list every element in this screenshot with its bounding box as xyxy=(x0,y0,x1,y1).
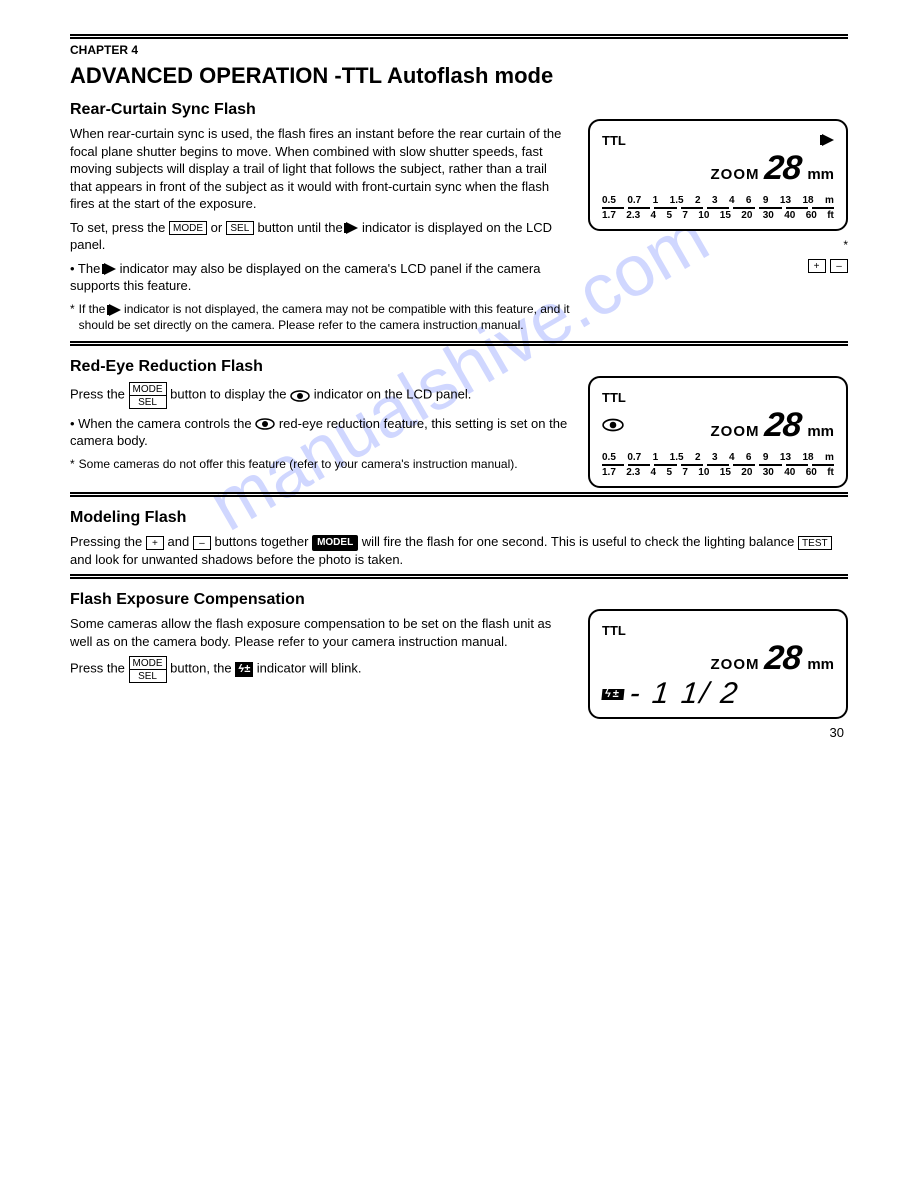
section-title: Flash Exposure Compensation xyxy=(70,591,848,609)
rear-curtain-icon xyxy=(109,304,121,316)
flash-comp-icon: ϟ± xyxy=(601,689,624,700)
section-text: Press the MODE SEL button to display the… xyxy=(70,376,572,476)
zoom-value: 28 xyxy=(764,641,803,675)
section-rule xyxy=(70,341,848,346)
mode-button-box: MODE xyxy=(129,382,167,396)
zoom-label: ZOOM xyxy=(710,166,759,183)
section-exposure-compensation: Flash Exposure Compensation Some cameras… xyxy=(70,591,848,719)
comp-value: - 1 1/ 2 xyxy=(628,679,741,709)
ttl-indicator: TTL xyxy=(602,390,626,405)
note-1: • When the camera controls the red-eye r… xyxy=(70,415,572,450)
mode-button-box: MODE xyxy=(129,656,167,670)
minus-button-box: – xyxy=(193,536,211,550)
sel-button-box: SEL xyxy=(129,669,167,683)
rear-curtain-icon xyxy=(104,263,116,275)
footnote: * Some cameras do not offer this feature… xyxy=(70,456,572,472)
section-title: Red-Eye Reduction Flash xyxy=(70,358,848,376)
zoom-value: 28 xyxy=(764,408,803,442)
sel-button-box: SEL xyxy=(226,221,254,235)
rear-curtain-icon xyxy=(822,134,834,146)
distance-scale: 0.50.711.5234691318m 1.72.34571015203040… xyxy=(602,195,834,221)
zoom-label: ZOOM xyxy=(710,656,759,673)
eye-icon xyxy=(602,418,624,432)
eye-icon xyxy=(290,390,310,402)
section-rear-curtain: Rear-Curtain Sync Flash When rear-curtai… xyxy=(70,101,848,337)
plus-button-box: + xyxy=(808,259,826,273)
zoom-unit: mm xyxy=(807,423,834,440)
paragraph: Pressing the + and – buttons together MO… xyxy=(70,533,848,568)
model-badge: MODEL xyxy=(312,535,358,551)
flash-comp-icon: ϟ± xyxy=(235,662,253,677)
asterisk-icon: * xyxy=(70,301,75,333)
section-rule xyxy=(70,492,848,497)
rear-curtain-icon xyxy=(346,222,358,234)
asterisk-icon: * xyxy=(843,237,848,253)
eye-icon xyxy=(255,418,275,430)
step-1: Press the MODE SEL button, the ϟ± indica… xyxy=(70,656,572,683)
footnote: * If the indicator is not displayed, the… xyxy=(70,301,572,333)
top-rule xyxy=(70,34,848,39)
step-1: To set, press the MODE or SEL button unt… xyxy=(70,219,572,254)
plus-button-box: + xyxy=(146,536,164,550)
lcd-rear-curtain: TTL ZOOM 28 mm 0.50.711.5234691318m xyxy=(588,119,848,275)
intro-text: When rear-curtain sync is used, the flas… xyxy=(70,125,572,213)
section-text: Pressing the + and – buttons together MO… xyxy=(70,533,848,568)
section-text: When rear-curtain sync is used, the flas… xyxy=(70,119,572,337)
zoom-unit: mm xyxy=(807,166,834,183)
minus-button-box: – xyxy=(830,259,848,273)
page-title: ADVANCED OPERATION -TTL Autoflash mode xyxy=(70,63,848,89)
zoom-value: 28 xyxy=(764,151,803,185)
asterisk-icon: * xyxy=(70,456,75,472)
mode-button-box: MODE xyxy=(169,221,207,235)
lcd-red-eye: TTL ZOOM 28 mm 0.50.711.5234691318m xyxy=(588,376,848,488)
step-1: Press the MODE SEL button to display the… xyxy=(70,382,572,409)
zoom-label: ZOOM xyxy=(710,423,759,440)
lcd-exposure-comp: TTL ZOOM 28 mm ϟ± - 1 1/ 2 xyxy=(588,609,848,719)
section-title: Modeling Flash xyxy=(70,509,848,527)
page-number: 30 xyxy=(70,725,848,740)
ttl-indicator: TTL xyxy=(602,133,626,148)
section-title: Rear-Curtain Sync Flash xyxy=(70,101,848,119)
section-rule xyxy=(70,574,848,579)
zoom-unit: mm xyxy=(807,656,834,673)
section-red-eye: Red-Eye Reduction Flash Press the MODE S… xyxy=(70,358,848,488)
test-button-box: TEST xyxy=(798,536,832,550)
chapter-tag: CHAPTER 4 xyxy=(70,43,848,57)
distance-scale: 0.50.711.5234691318m 1.72.34571015203040… xyxy=(602,452,834,478)
section-modeling-flash: Modeling Flash Pressing the + and – butt… xyxy=(70,509,848,568)
intro-text: Some cameras allow the flash exposure co… xyxy=(70,615,572,650)
ttl-indicator: TTL xyxy=(602,623,626,638)
section-text: Some cameras allow the flash exposure co… xyxy=(70,609,572,689)
note-1: • The indicator may also be displayed on… xyxy=(70,260,572,295)
